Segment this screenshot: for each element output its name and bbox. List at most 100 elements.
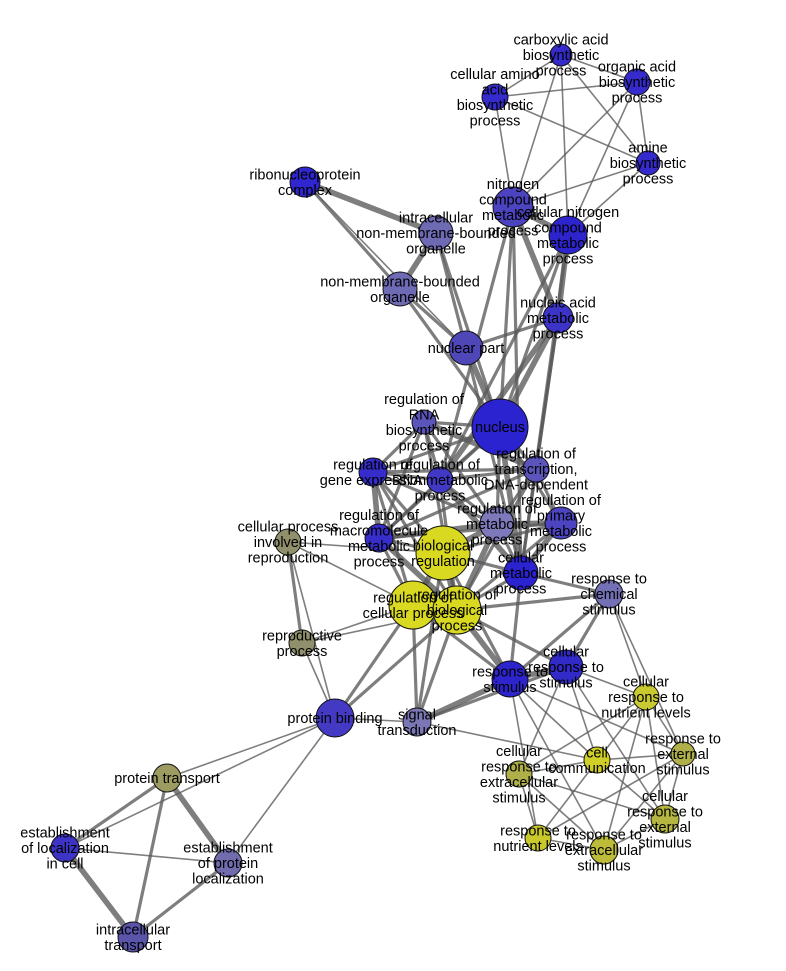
edge-n4-n6[interactable]	[512, 162, 649, 208]
node-n39[interactable]	[50, 833, 80, 863]
node-n5[interactable]	[289, 166, 321, 198]
edge-n1-n4[interactable]	[560, 54, 649, 164]
edge-n3-n4[interactable]	[636, 81, 649, 164]
node-n37[interactable]	[589, 835, 619, 865]
edge-n8-n12[interactable]	[498, 233, 570, 429]
edge-n38-n40[interactable]	[164, 775, 231, 866]
edge-n27-n37[interactable]	[509, 678, 605, 851]
node-n9[interactable]	[382, 271, 418, 307]
edge-n20-n30[interactable]	[415, 551, 445, 724]
edge-n38-n41[interactable]	[131, 776, 169, 939]
node-n7[interactable]	[418, 215, 454, 251]
node-n3[interactable]	[623, 68, 651, 96]
node-n16[interactable]	[358, 457, 388, 487]
edge-n27-n34[interactable]	[509, 678, 684, 755]
labels-layer: carboxylic acid biosynthetic processcellul…	[20, 33, 721, 954]
node-label-n23: regulation of cellular process	[363, 590, 464, 622]
edge-n27-n33[interactable]	[509, 678, 598, 761]
node-n22[interactable]	[594, 579, 624, 609]
node-n30[interactable]	[402, 707, 432, 737]
edge-n5-n7[interactable]	[302, 179, 439, 236]
nodes-layer	[50, 43, 696, 953]
edge-n31-n32[interactable]	[518, 696, 647, 775]
edge-n34-n36[interactable]	[537, 753, 684, 839]
edge-n22-n31[interactable]	[608, 593, 647, 698]
edge-n1-n8[interactable]	[560, 54, 569, 236]
node-n13[interactable]	[411, 409, 437, 435]
node-n34[interactable]	[670, 741, 696, 767]
edge-n29-n25[interactable]	[287, 541, 336, 719]
edge-n29-n38[interactable]	[166, 717, 336, 779]
node-n18[interactable]	[479, 506, 515, 542]
edge-n38-n39[interactable]	[63, 776, 169, 850]
node-n28[interactable]	[548, 649, 584, 685]
node-n14[interactable]	[522, 455, 550, 483]
node-n17[interactable]	[364, 523, 394, 553]
node-n41[interactable]	[117, 921, 149, 953]
edge-n28-n32[interactable]	[518, 666, 567, 775]
edge-n22-n34[interactable]	[608, 593, 684, 755]
edge-n5-n11[interactable]	[304, 181, 467, 349]
node-n36[interactable]	[524, 824, 552, 852]
edge-n7-n12[interactable]	[434, 231, 502, 429]
edge-n31-n35[interactable]	[645, 696, 666, 820]
edge-n3-n8[interactable]	[567, 81, 638, 236]
node-n19[interactable]	[544, 506, 578, 540]
node-label-n10: nucleic acid metabolic process	[520, 296, 596, 343]
node-n21[interactable]	[503, 555, 539, 591]
edge-n39-n41[interactable]	[62, 845, 136, 940]
edge-n34-n37[interactable]	[603, 753, 684, 851]
edge-n13-n18[interactable]	[422, 420, 499, 526]
node-label-n2: cellular amino acid biosynthetic process	[450, 67, 539, 130]
edge-n28-n30[interactable]	[415, 665, 568, 724]
edge-n28-n35[interactable]	[565, 666, 666, 820]
edge-n2-n4[interactable]	[494, 96, 649, 164]
edge-n16-n24[interactable]	[371, 470, 459, 612]
node-n2[interactable]	[481, 83, 509, 111]
edge-n33-n35[interactable]	[596, 759, 666, 820]
node-n33[interactable]	[583, 746, 611, 774]
node-n24[interactable]	[432, 585, 482, 635]
node-n1[interactable]	[549, 43, 573, 67]
node-n31[interactable]	[632, 683, 660, 711]
node-n20[interactable]	[415, 525, 471, 581]
edge-n2-n3[interactable]	[494, 81, 638, 98]
node-n11[interactable]	[448, 330, 484, 366]
edge-n16-n18[interactable]	[371, 470, 499, 526]
node-n29[interactable]	[315, 698, 355, 738]
node-n35[interactable]	[650, 804, 680, 834]
node-n15[interactable]	[426, 466, 454, 494]
edge-n5-n9[interactable]	[303, 180, 402, 291]
node-n26[interactable]	[288, 629, 316, 657]
node-n4[interactable]	[635, 150, 661, 176]
edge-n30-n33[interactable]	[416, 721, 598, 761]
node-n25[interactable]	[274, 528, 302, 556]
edge-n33-n34[interactable]	[596, 753, 684, 761]
node-n27[interactable]	[491, 660, 529, 698]
node-n38[interactable]	[152, 763, 182, 793]
edge-n29-n40[interactable]	[227, 717, 336, 864]
edge-n25-n26[interactable]	[286, 540, 304, 645]
node-n8[interactable]	[548, 215, 588, 255]
node-n6[interactable]	[492, 186, 534, 228]
node-n40[interactable]	[213, 848, 243, 878]
node-n10[interactable]	[542, 302, 574, 334]
edge-n22-n24[interactable]	[455, 592, 611, 612]
edge-n1-n6[interactable]	[512, 54, 562, 208]
edge-n29-n39[interactable]	[64, 717, 336, 849]
edge-n40-n41[interactable]	[131, 861, 230, 939]
edge-n31-n37[interactable]	[603, 696, 647, 851]
edge-n29-n24[interactable]	[333, 608, 459, 720]
edge-n22-n27[interactable]	[508, 592, 611, 681]
edge-n14-n16[interactable]	[371, 467, 538, 474]
edge-n32-n35[interactable]	[518, 773, 666, 820]
node-label-n7: intracellular non-membrane-bounded organel…	[356, 211, 516, 258]
edge-n39-n40[interactable]	[64, 847, 229, 864]
node-n12[interactable]	[471, 398, 529, 456]
node-n32[interactable]	[505, 760, 533, 788]
node-label-n25: cellular process involved in reproduction	[238, 520, 339, 567]
edge-n32-n37[interactable]	[518, 773, 605, 851]
edge-n3-n6[interactable]	[512, 81, 638, 208]
edge-n27-n36[interactable]	[509, 678, 539, 839]
